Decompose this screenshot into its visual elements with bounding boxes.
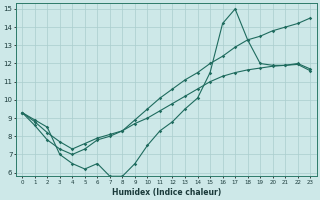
X-axis label: Humidex (Indice chaleur): Humidex (Indice chaleur) <box>112 188 221 197</box>
